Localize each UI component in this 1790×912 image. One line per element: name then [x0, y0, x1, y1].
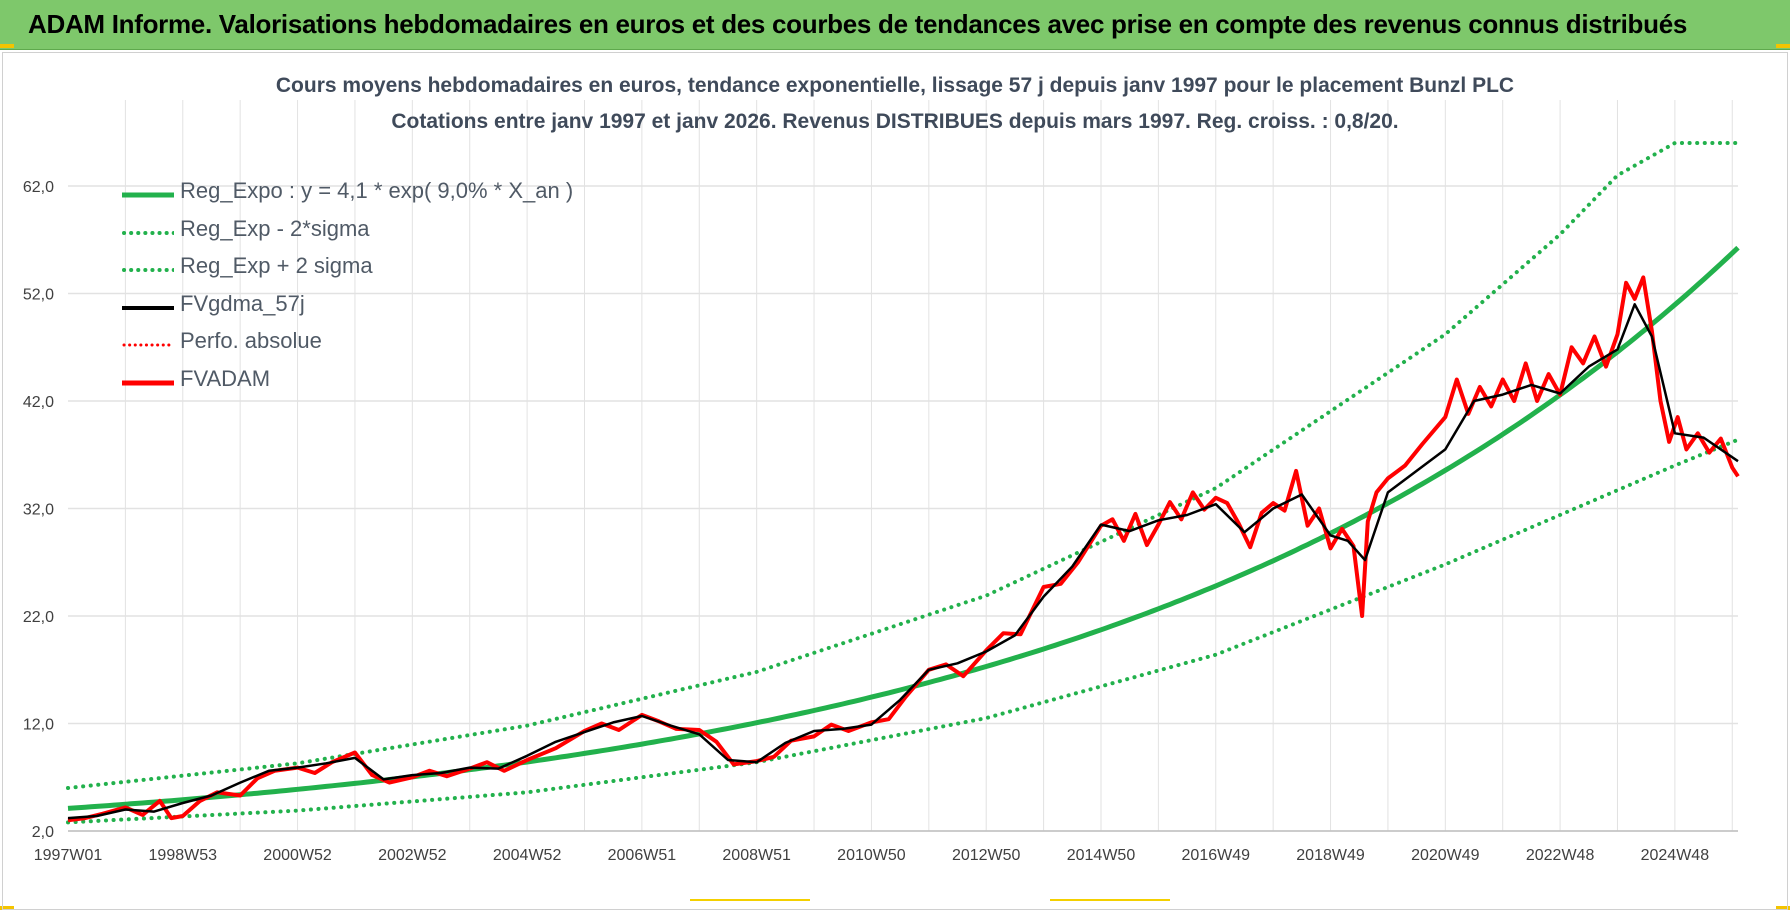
x-tick-label: 1997W01	[34, 847, 103, 864]
chart-title: Cours moyens hebdomadaires en euros, ten…	[275, 74, 1515, 97]
series-line-fvgdma	[67, 303, 1739, 820]
corner-mark-bottom-right	[1776, 906, 1790, 910]
bottom-highlight-2	[1050, 899, 1170, 901]
x-tick-label: 2004W52	[493, 847, 562, 864]
legend-swatch-perfo	[122, 343, 174, 347]
y-tick-label: 22,0	[23, 609, 54, 626]
x-tick-label: 2010W50	[837, 847, 906, 864]
corner-mark-top-left	[0, 44, 14, 48]
legend-label-reg-exp-plus: Reg_Exp + 2 sigma	[180, 253, 373, 278]
header-title: ADAM Informe. Valorisations hebdomadaire…	[28, 9, 1688, 39]
corner-mark-top-right	[1776, 44, 1790, 48]
legend-swatch-reg-exp-plus	[122, 268, 174, 272]
x-tick-label: 2006W51	[608, 847, 677, 864]
x-tick-label: 2018W49	[1296, 847, 1365, 864]
chart-subtitle: Cotations entre janv 1997 et janv 2026. …	[391, 110, 1399, 133]
x-tick-label: 2022W48	[1526, 847, 1595, 864]
x-tick-label: 2000W52	[263, 847, 332, 864]
x-tick-label: 2024W48	[1641, 847, 1710, 864]
legend-label-perfo: Perfo. absolue	[180, 328, 322, 353]
legend-label-reg-exp-minus: Reg_Exp - 2*sigma	[180, 215, 370, 241]
series-layer	[66, 141, 1740, 825]
bottom-highlight-1	[690, 899, 810, 901]
x-tick-label: 2016W49	[1182, 847, 1251, 864]
y-tick-label: 2,0	[32, 824, 54, 841]
x-tick-label: 2002W52	[378, 847, 447, 864]
x-tick-label: 2012W50	[952, 847, 1021, 864]
x-tick-label: 2008W51	[722, 847, 791, 864]
header-bar: ADAM Informe. Valorisations hebdomadaire…	[0, 0, 1790, 50]
y-tick-label: 52,0	[23, 287, 54, 304]
chart-frame	[2, 52, 1788, 910]
legend-swatch-fvgdma	[122, 305, 174, 310]
x-tick-label: 2020W49	[1411, 847, 1480, 864]
corner-mark-bottom-left	[0, 906, 14, 910]
series-line-reg-expo	[67, 245, 1740, 811]
axis-layer: 62,0 52,0 42,0 32,0 22,0 12,0 2,0 1997W01 1998W5…	[23, 179, 1738, 864]
y-tick-label: 42,0	[23, 394, 54, 411]
y-tick-label: 32,0	[23, 502, 54, 519]
legend-swatch-reg-expo	[122, 192, 174, 198]
legend-label-reg-expo: Reg_Expo : y = 4,1 * exp( 9,0% * X_an )	[180, 178, 574, 203]
series-line-fvadam	[67, 275, 1740, 823]
x-tick-label: 1998W53	[149, 847, 218, 864]
legend-label-fvgdma: FVgdma_57j	[180, 290, 305, 316]
legend-swatch-reg-exp-minus	[122, 230, 174, 235]
legend-swatch-fvadam	[122, 380, 174, 385]
legend-label-fvadam: FVADAM	[180, 365, 271, 391]
series-line-reg-exp-plus	[66, 141, 1740, 790]
x-tick-label: 2014W50	[1067, 847, 1136, 864]
grid-layer	[68, 100, 1738, 832]
y-tick-label: 12,0	[23, 717, 54, 734]
y-tick-label: 62,0	[23, 179, 54, 196]
